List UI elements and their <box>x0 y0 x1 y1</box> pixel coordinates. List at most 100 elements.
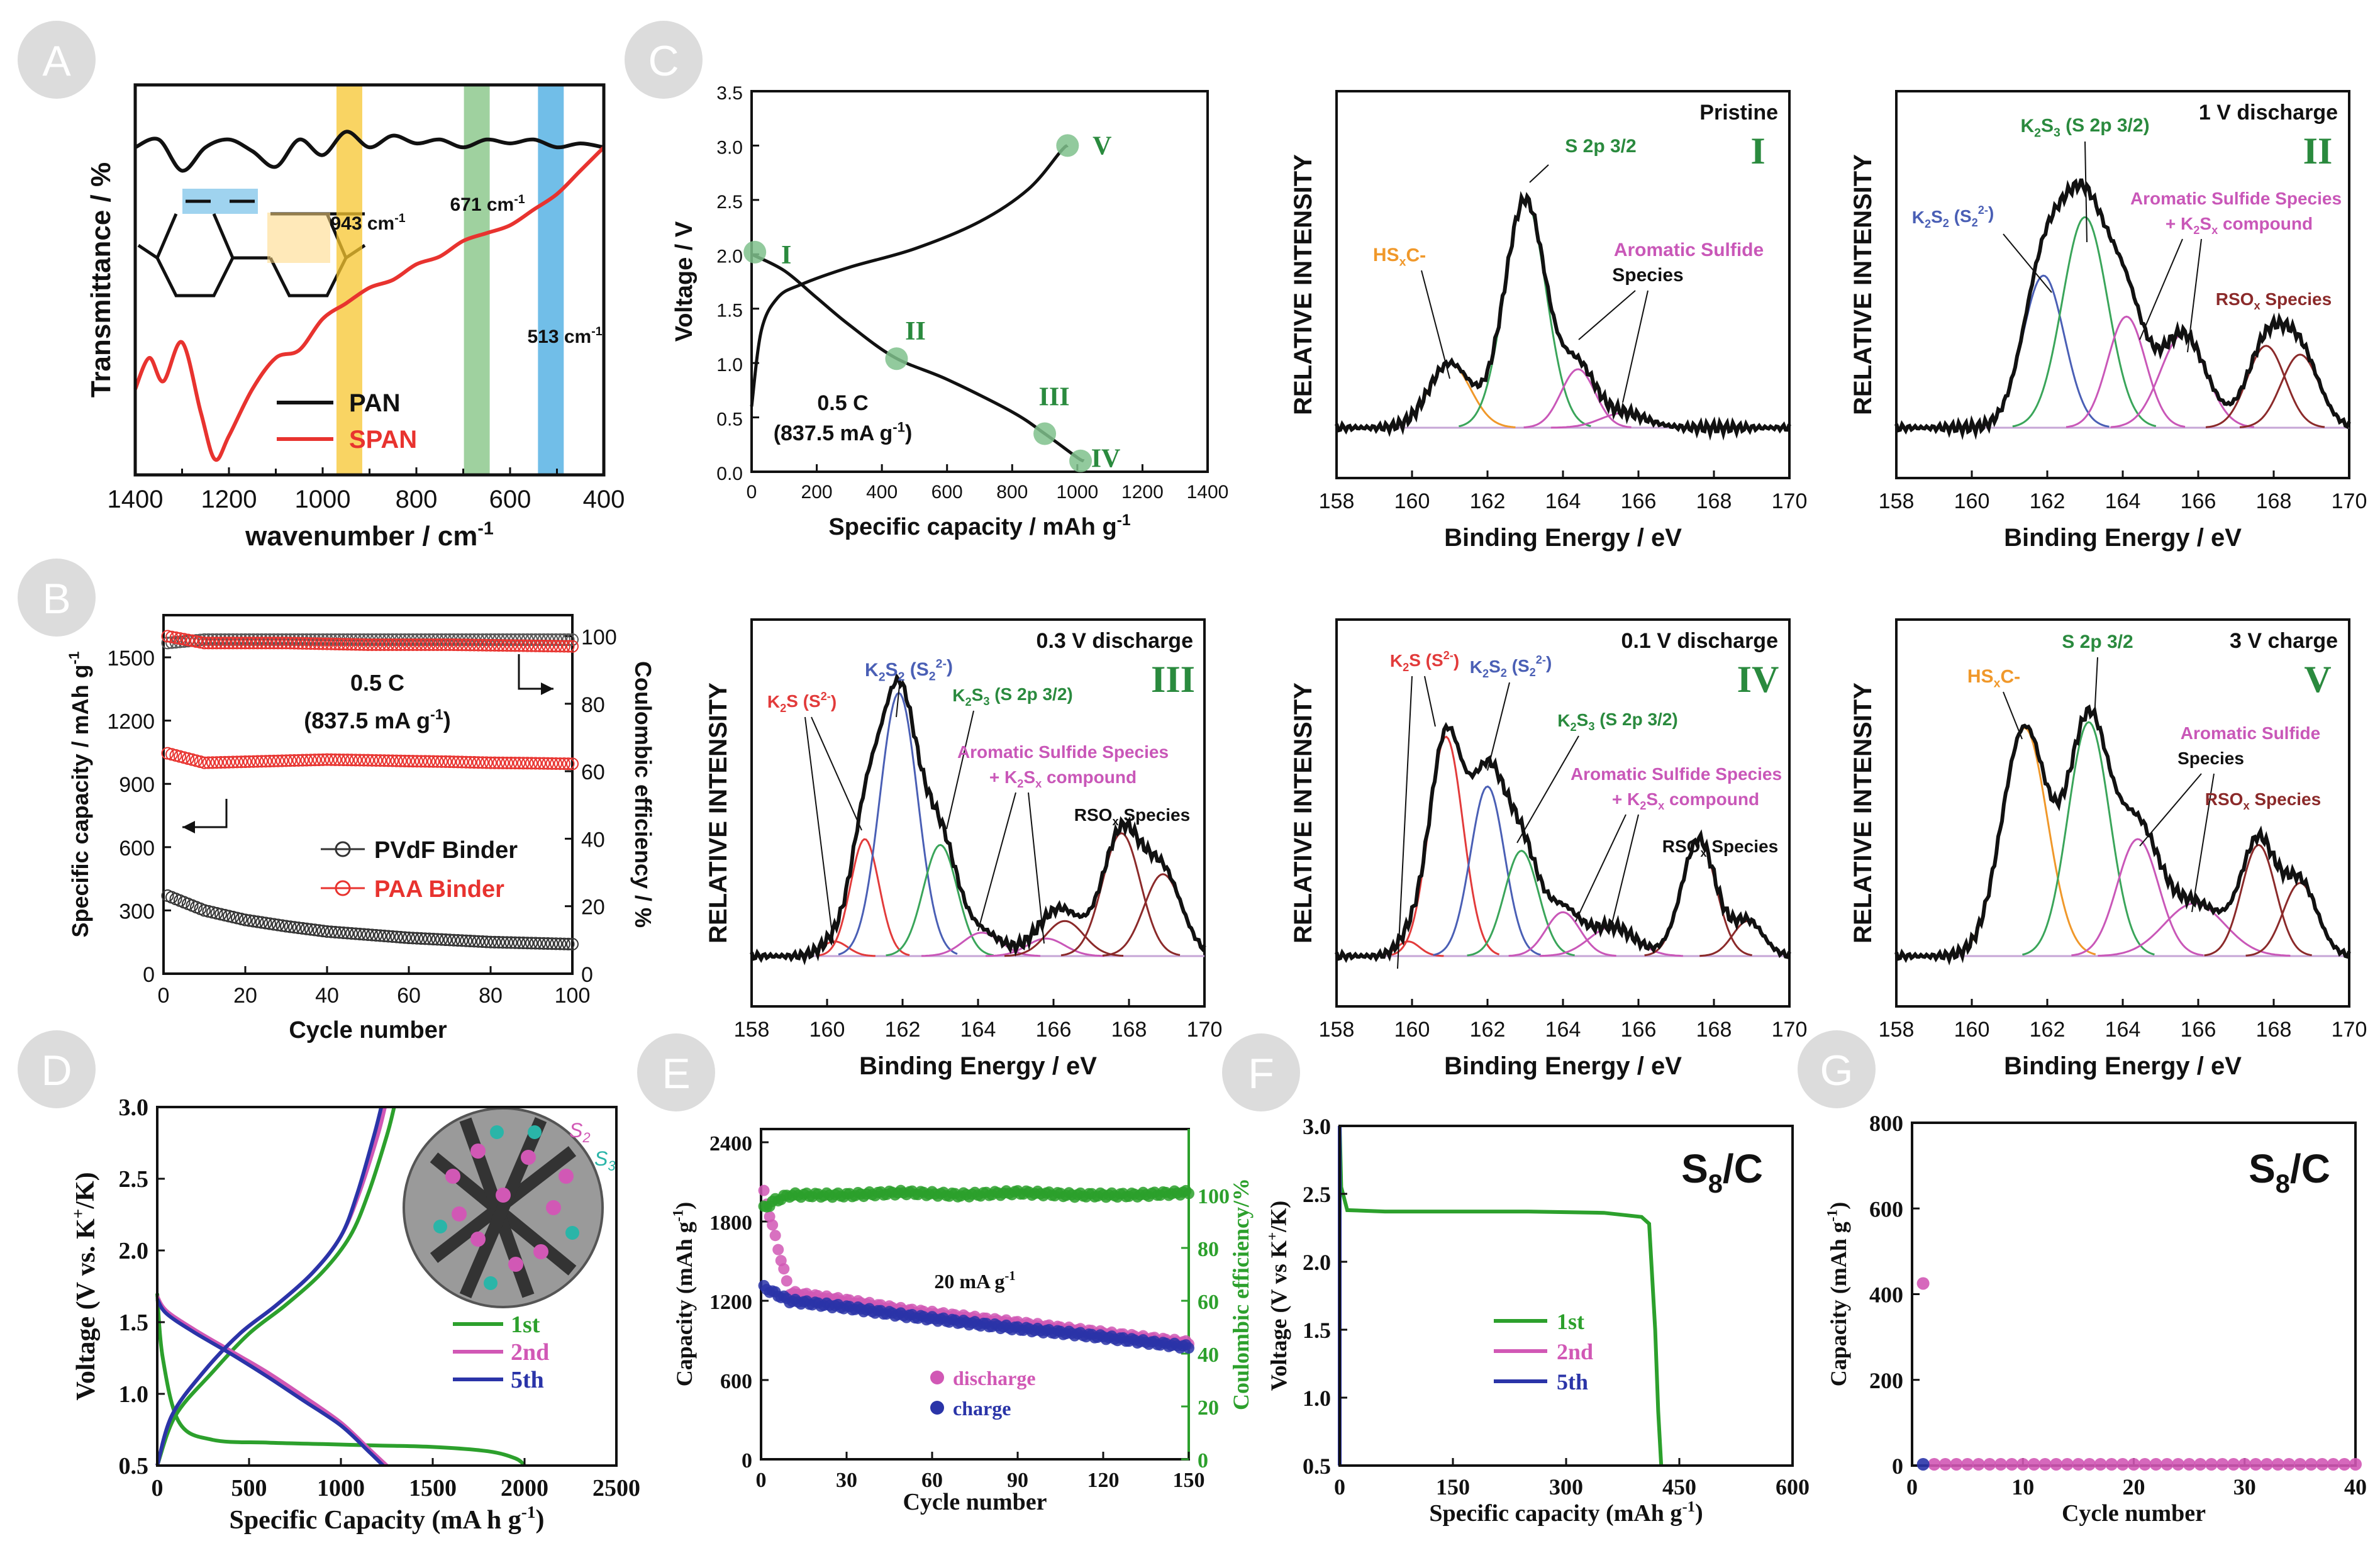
data-point <box>218 633 231 646</box>
data-point <box>468 935 481 948</box>
data-point <box>345 754 358 767</box>
data-point <box>525 757 538 770</box>
data-point <box>288 921 301 934</box>
x-axis-label: Specific capacity (mAh g-1) <box>1429 1498 1703 1527</box>
data-point <box>386 638 399 651</box>
data-point <box>414 932 428 945</box>
y-axis-label: Specific capacity / mAh g-1 <box>66 652 93 938</box>
data-point <box>443 933 456 947</box>
annotation-rate: 0.5 C <box>817 391 868 415</box>
data-point <box>308 923 321 937</box>
label-k2sx: + K2Sx compound <box>2166 214 2313 237</box>
data-point <box>2216 1457 2229 1471</box>
state-point-IV <box>1069 449 1093 472</box>
y2-tick-label: 0 <box>1198 1449 1208 1472</box>
fit-peak-4 <box>2204 843 2312 957</box>
x-tick-label: 158 <box>734 1018 770 1042</box>
text-part: K <box>1266 1240 1291 1264</box>
envelope-line <box>1335 191 1791 441</box>
data-point <box>214 633 227 646</box>
x-tick-label: 800 <box>996 482 1028 503</box>
x-tick-label: 300 <box>1549 1474 1583 1500</box>
data-point <box>378 754 391 767</box>
data-point <box>2227 1457 2240 1471</box>
data-point <box>2338 1457 2351 1471</box>
data-point <box>492 756 505 769</box>
legend-label-pan: PAN <box>349 389 400 417</box>
panel-xps-v-chart: 158 160 162 164 166 168 170 Binding Energy / eV… <box>1849 618 2367 1080</box>
data-point <box>504 757 518 770</box>
data-point <box>411 932 423 945</box>
y-tick-label: 1.0 <box>119 1381 149 1408</box>
data-point <box>394 930 407 943</box>
band-label-513: 513 cm-1 <box>527 325 602 347</box>
data-point <box>337 638 350 651</box>
data-point <box>239 755 252 769</box>
data-point <box>370 928 382 942</box>
y-tick-label: 3.0 <box>1303 1114 1331 1139</box>
data-point <box>313 637 325 650</box>
text-part: RELATIVE INTENSITY <box>1849 154 1877 415</box>
data-point <box>439 933 452 947</box>
label-rsox: RSOx Species <box>1662 837 1778 859</box>
x-tick-label: 168 <box>2256 1018 2292 1042</box>
data-point <box>243 755 256 768</box>
data-point <box>435 933 448 946</box>
data-point <box>545 937 559 950</box>
text-part: Coulombic efficiency / % <box>630 661 656 928</box>
text-part: K <box>767 692 780 711</box>
x-tick-label: 0 <box>747 482 757 503</box>
x-tick-label: 1000 <box>1056 482 1098 503</box>
text-part: ) <box>536 1505 545 1534</box>
panel-title-s8c: S8/C <box>2249 1146 2330 1198</box>
data-point <box>472 638 485 652</box>
data-point <box>2172 1457 2184 1471</box>
y-tick-label: 2.5 <box>716 192 743 213</box>
data-point <box>349 754 362 767</box>
y-tick-label: 0.5 <box>1303 1454 1331 1479</box>
data-point <box>243 633 256 646</box>
y-tick-label: 1200 <box>107 710 155 734</box>
data-point <box>480 935 493 949</box>
envelope-line <box>1894 178 2351 440</box>
data-point <box>533 757 546 770</box>
data-point <box>2238 1457 2251 1471</box>
legend-marker-discharge <box>930 1371 944 1384</box>
y-tick-label: 900 <box>119 773 155 797</box>
x-tick-label: 158 <box>1319 1018 1355 1042</box>
state-point-V <box>1056 134 1079 157</box>
y2-axis-label: Coulombic efficiency / % <box>630 661 656 928</box>
x-tick-label: 20 <box>233 984 257 1008</box>
x-tick-label: 168 <box>1696 489 1732 513</box>
y-tick-label: 600 <box>1869 1196 1903 1222</box>
text-part: 2- <box>1443 649 1454 662</box>
panel-c-chart: 0 200 400 600 800 1000 1200 1400 0.0 0.5 1.0 1.5 2.0… <box>671 83 1228 540</box>
x-tick-label: 162 <box>1470 1018 1506 1042</box>
panel-xps-iv-chart: 158 160 162 164 166 168 170 Binding Energy / eV… <box>1289 618 1808 1080</box>
panel-e-chart: 0 30 60 90 120 150060012001800240002040608010… <box>670 1128 1254 1515</box>
x-tick-label: 160 <box>809 1018 845 1042</box>
data-point <box>423 638 436 651</box>
data-point <box>264 637 276 650</box>
data-point <box>550 757 562 770</box>
legend-label-paa: PAA Binder <box>374 876 504 903</box>
text-part: -1 <box>1682 1498 1695 1515</box>
y-tick-label: 1.5 <box>716 301 743 321</box>
text-part: 2 <box>1501 667 1507 679</box>
data-point <box>341 638 354 651</box>
panel-badge-f: F <box>1222 1033 1300 1111</box>
y2-tick-label: 80 <box>1198 1238 1219 1261</box>
data-point <box>781 1275 792 1287</box>
data-point <box>406 638 420 651</box>
data-point <box>345 927 358 940</box>
data-point <box>558 937 570 950</box>
data-point <box>455 638 469 652</box>
data-point <box>492 936 505 949</box>
x-tick-label: 170 <box>1772 1018 1808 1042</box>
x-tick-label: 158 <box>1319 489 1355 513</box>
panel-state-title: Pristine <box>1699 101 1778 125</box>
x-tick-label: 800 <box>396 486 438 513</box>
y-tick-label: 2.0 <box>119 1238 149 1264</box>
text-part: -1 <box>1825 1210 1841 1222</box>
text-part: vs <box>1266 1264 1291 1284</box>
